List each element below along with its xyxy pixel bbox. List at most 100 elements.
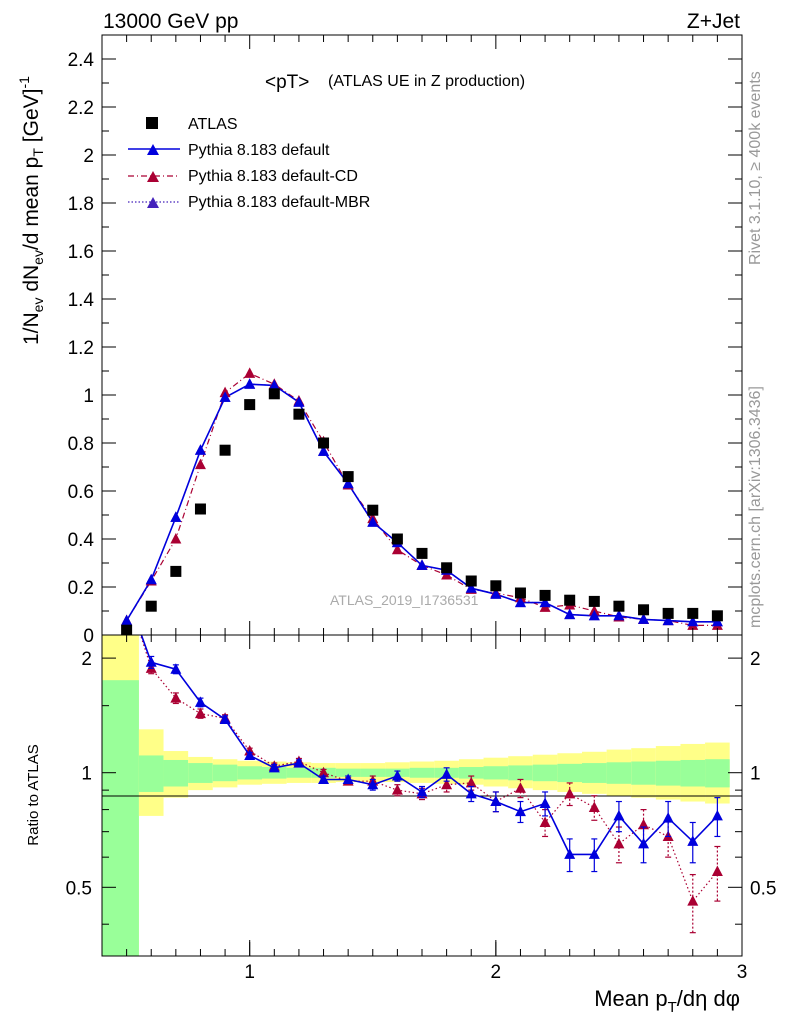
series-line-pythia-8-183-default xyxy=(125,383,718,623)
xlabel-prefix: Mean p xyxy=(594,986,667,1011)
ylabel-sub-T: T xyxy=(30,148,46,157)
main-ytick-label: 2 xyxy=(83,146,94,167)
ratio-band-inner xyxy=(532,764,558,782)
ratio-point-pythia-8-183-default xyxy=(613,809,625,821)
process-label: Z+Jet xyxy=(687,10,740,33)
main-ytick-label: 0.4 xyxy=(68,530,95,551)
main-ytick-label: 1.4 xyxy=(68,290,95,311)
ratio-point-pythia-8-183-default xyxy=(638,837,650,849)
ratio-point-pythia-8-183-default-cd xyxy=(465,776,477,788)
mc-point-pythia-8-183-default xyxy=(465,582,477,593)
main-marks xyxy=(121,367,723,636)
ratio-band-inner xyxy=(163,759,189,787)
ylabel-mid: dN xyxy=(20,265,43,298)
main-ytick-label: 0.6 xyxy=(68,482,94,503)
ratio-marks xyxy=(121,585,723,934)
ratio-band-inner xyxy=(655,760,681,786)
ratio-band-inner xyxy=(705,759,730,788)
main-ytick-label: 1.6 xyxy=(68,242,94,263)
ratio-point-pythia-8-183-default xyxy=(416,785,428,797)
ratio-point-pythia-8-183-default-cd xyxy=(441,778,453,790)
legend-label-cd: Pythia 8.183 default-CD xyxy=(188,168,358,185)
series-line-pythia-8-183-default-cd xyxy=(126,372,718,627)
ratio-band-inner xyxy=(483,766,509,780)
ylabel-prefix: 1/N xyxy=(20,312,43,345)
main-panel: 0 0.2 0.4 0.6 0.8 1 1.2 1.4 1.6 1.8 2 2.2 2.4 <pT> (… xyxy=(16,34,743,647)
ratio-ytick-label-right: 2 xyxy=(750,649,761,670)
ratio-point-pythia-8-183-default xyxy=(219,713,231,724)
ratio-point-pythia-8-183-default xyxy=(170,663,182,674)
ratio-point-pythia-8-183-default xyxy=(244,749,256,760)
atlas-data-point xyxy=(441,562,453,574)
mc-point-pythia-8-183-default xyxy=(145,573,157,585)
legend-label-default: Pythia 8.183 default xyxy=(188,142,330,159)
mc-point-pythia-8-183-default xyxy=(687,615,699,627)
mc-point-pythia-8-183-default xyxy=(293,396,305,407)
ratio-series-group xyxy=(121,585,723,934)
ratio-point-pythia-8-183-default-cd xyxy=(121,585,132,596)
ratio-ytick-label: 2 xyxy=(81,649,92,670)
mc-point-pythia-8-183-default xyxy=(662,614,674,626)
ratio-point-pythia-8-183-default-cd xyxy=(687,895,699,906)
plot-subtitle: (ATLAS UE in Z production) xyxy=(328,73,525,90)
ratio-band-inner xyxy=(409,767,435,778)
xlabel-sub-T: T xyxy=(668,999,677,1016)
ratio-point-pythia-8-183-default-cd xyxy=(613,837,625,849)
legend-marker-cd xyxy=(147,171,159,182)
ratio-ylabel: Ratio to ATLAS xyxy=(25,744,42,845)
ratio-ytick-label-right: 1 xyxy=(750,764,761,785)
ratio-ytick-label-right: 0.5 xyxy=(750,878,776,899)
mc-point-pythia-8-183-default xyxy=(638,613,650,624)
atlas-data-point xyxy=(219,444,231,456)
analysis-watermark: ATLAS_2019_I1736531 xyxy=(330,592,479,608)
mc-point-pythia-8-183-default xyxy=(342,477,354,489)
ratio-point-pythia-8-183-default xyxy=(441,768,453,779)
legend-label-mbr: Pythia 8.183 default-MBR xyxy=(188,194,370,211)
ratio-xtick-label: 2 xyxy=(491,962,502,983)
atlas-data-point xyxy=(662,607,674,619)
mc-point-pythia-8-183-default xyxy=(490,588,502,599)
ylabel-sub-ev1: ev xyxy=(30,298,46,313)
ratio-point-pythia-8-183-default-cd xyxy=(318,766,330,778)
mcplots-label: mcplots.cern.ch [arXiv:1306.3436] xyxy=(747,386,764,628)
ratio-band-inner xyxy=(582,763,607,783)
mc-point-pythia-8-183-default-cd xyxy=(194,458,206,470)
main-ylabel: 1/Nev dNev/d mean pT [GeV]-1 xyxy=(16,76,46,345)
legend-marker-mbr xyxy=(147,197,159,208)
ratio-point-pythia-8-183-default xyxy=(588,848,600,859)
energy-label: 13000 GeV pp xyxy=(103,10,238,33)
legend-marker-atlas xyxy=(146,117,158,129)
mc-point-pythia-8-183-default xyxy=(564,608,576,620)
mc-point-pythia-8-183-default xyxy=(367,516,379,527)
ratio-panel: 0.5 0.5 1 1 2 2 1 2 3 Ratio to ATLAS Mean pT/dη … xyxy=(25,585,776,1016)
atlas-data-point xyxy=(416,547,428,559)
ratio-point-pythia-8-183-default xyxy=(687,835,699,846)
ratio-band-inner xyxy=(508,765,533,781)
mc-point-pythia-8-183-default-cd xyxy=(391,543,403,555)
ratio-point-pythia-8-183-default xyxy=(342,773,354,784)
main-ytick-label: 1.2 xyxy=(68,338,94,359)
mc-point-pythia-8-183-default xyxy=(194,444,206,455)
ratio-point-pythia-8-183-default-cd xyxy=(539,816,551,827)
mc-point-pythia-8-183-default-cd xyxy=(244,367,256,378)
atlas-data-point xyxy=(465,575,477,587)
atlas-data-point xyxy=(145,600,157,612)
ratio-ytick-label: 0.5 xyxy=(66,878,92,899)
ratio-point-pythia-8-183-default xyxy=(391,770,403,781)
mc-point-pythia-8-183-default xyxy=(244,378,256,389)
atlas-data-point xyxy=(194,503,206,515)
ratio-band-inner xyxy=(631,761,656,785)
atlas-data-point xyxy=(514,587,526,599)
ratio-point-pythia-8-183-default xyxy=(564,848,576,859)
ratio-band-inner xyxy=(458,767,484,779)
ylabel-sub-ev2: ev xyxy=(30,250,46,265)
mc-point-pythia-8-183-default xyxy=(268,379,280,390)
ratio-point-pythia-8-183-default xyxy=(145,656,157,667)
ratio-band-inner xyxy=(360,768,386,777)
ratio-point-pythia-8-183-default-cd xyxy=(514,782,526,793)
atlas-data-point xyxy=(268,388,280,400)
ratio-band-inner xyxy=(262,767,287,779)
atlas-data-point xyxy=(244,399,256,411)
mc-point-pythia-8-183-default xyxy=(121,614,133,626)
ratio-point-pythia-8-183-default-cd xyxy=(391,784,403,795)
